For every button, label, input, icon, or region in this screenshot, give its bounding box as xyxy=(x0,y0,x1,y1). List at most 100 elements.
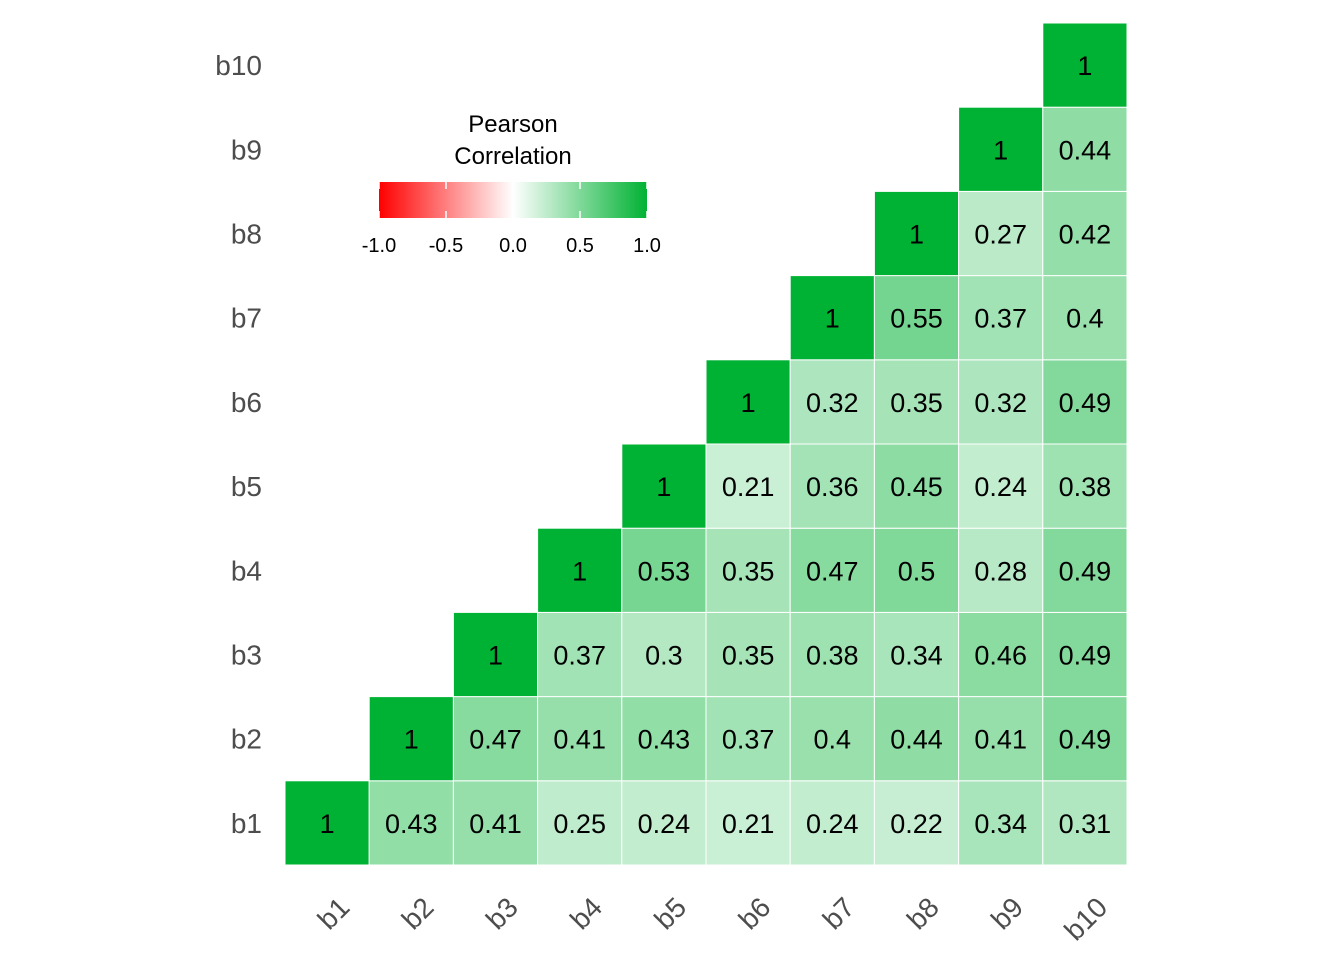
cell-value-label-b10-b9: 0.44 xyxy=(1059,135,1112,165)
heatmap-cell-b10-b9 xyxy=(1042,106,1128,192)
heatmap-cell-b8-b7 xyxy=(873,275,960,361)
heatmap-cell-b4-b4 xyxy=(537,527,623,613)
heatmap-cell-b7-b2 xyxy=(789,696,875,782)
heatmap-cell-b8-b8 xyxy=(873,190,960,277)
cell-value-label-b10-b8: 0.42 xyxy=(1059,220,1112,250)
legend-tick-label-2: 0.0 xyxy=(499,235,527,257)
cell-value-label-b8-b8: 1 xyxy=(909,220,924,250)
cell-value-label-b9-b1: 0.34 xyxy=(974,809,1027,839)
cell-value-label-b4-b1: 0.25 xyxy=(553,809,606,839)
cell-value-label-b8-b6: 0.35 xyxy=(890,388,943,418)
heatmap-cell-b9-b4 xyxy=(958,527,1044,613)
legend-tick-label-1: -0.5 xyxy=(429,235,463,257)
legend-tick-label-3: 0.5 xyxy=(566,235,594,257)
heatmap-cell-b10-b5 xyxy=(1042,443,1128,529)
cell-value-label-b8-b4: 0.5 xyxy=(898,556,936,586)
y-tick-label-b2: b2 xyxy=(231,724,262,755)
cell-value-label-b10-b10: 1 xyxy=(1077,51,1092,81)
y-tick-label-b8: b8 xyxy=(231,219,262,250)
x-tick-label-b4: b4 xyxy=(564,891,608,935)
cell-value-label-b3-b2: 0.47 xyxy=(469,725,522,755)
heatmap-cell-b10-b4 xyxy=(1042,527,1128,613)
heatmap-cell-b3-b3 xyxy=(452,611,539,698)
cell-value-label-b9-b2: 0.41 xyxy=(974,725,1027,755)
heatmap-cell-b4-b2 xyxy=(537,696,623,782)
heatmap-cell-b6-b6 xyxy=(705,359,791,445)
heatmap-cell-b9-b2 xyxy=(958,696,1044,782)
cell-value-label-b10-b3: 0.49 xyxy=(1059,641,1112,671)
cell-value-label-b3-b3: 1 xyxy=(488,641,503,671)
cell-value-label-b6-b5: 0.21 xyxy=(722,472,775,502)
y-tick-label-b4: b4 xyxy=(231,555,262,586)
cell-value-label-b1-b1: 1 xyxy=(320,809,335,839)
y-tick-label-b5: b5 xyxy=(231,471,262,502)
heatmap-cell-b2-b2 xyxy=(368,696,454,782)
heatmap-cell-b4-b3 xyxy=(537,611,623,698)
heatmap-cell-b9-b9 xyxy=(958,106,1044,192)
legend-title-line-2: Correlation xyxy=(454,143,571,170)
cell-value-label-b10-b5: 0.38 xyxy=(1059,472,1112,502)
cell-value-label-b7-b6: 0.32 xyxy=(806,388,859,418)
heatmap-cells: 1 0.4310.410.4710.250.410.3710.240.430.30… xyxy=(284,22,1128,866)
heatmap-cell-b10-b2 xyxy=(1042,696,1128,782)
legend-title-line-1: Pearson xyxy=(468,111,557,138)
heatmap-cell-b2-b1 xyxy=(368,780,454,866)
heatmap-cell-b1-b1 xyxy=(284,780,370,866)
cell-value-label-b6-b3: 0.35 xyxy=(722,641,775,671)
heatmap-cell-b3-b1 xyxy=(452,780,539,866)
heatmap-cell-b10-b7 xyxy=(1042,275,1128,361)
heatmap-cell-b6-b3 xyxy=(705,611,791,698)
cell-value-label-b9-b4: 0.28 xyxy=(974,556,1027,586)
heatmap-cell-b5-b3 xyxy=(621,611,707,698)
cell-value-label-b8-b1: 0.22 xyxy=(890,809,943,839)
x-tick-label-b9: b9 xyxy=(985,891,1029,935)
cell-value-label-b6-b6: 1 xyxy=(741,388,756,418)
cell-value-label-b4-b4: 1 xyxy=(572,556,587,586)
cell-value-label-b9-b8: 0.27 xyxy=(974,220,1027,250)
cell-value-label-b7-b1: 0.24 xyxy=(806,809,859,839)
heatmap-cell-b4-b1 xyxy=(537,780,623,866)
cell-value-label-b8-b3: 0.34 xyxy=(890,641,943,671)
cell-value-label-b9-b5: 0.24 xyxy=(974,472,1027,502)
heatmap-cell-b10-b3 xyxy=(1042,611,1128,698)
cell-value-label-b2-b2: 1 xyxy=(404,725,419,755)
cell-value-label-b7-b3: 0.38 xyxy=(806,641,859,671)
cell-value-label-b5-b3: 0.3 xyxy=(645,641,683,671)
x-tick-label-b7: b7 xyxy=(817,891,861,935)
cell-value-label-b4-b2: 0.41 xyxy=(553,725,606,755)
cell-value-label-b5-b4: 0.53 xyxy=(638,556,691,586)
heatmap-cell-b6-b5 xyxy=(705,443,791,529)
heatmap-cell-b10-b1 xyxy=(1042,780,1128,866)
legend-ticks: -1.0 -0.5 0.0 0.5 1.0 xyxy=(362,182,661,257)
x-tick-label-b2: b2 xyxy=(396,891,440,935)
cell-value-label-b9-b7: 0.37 xyxy=(974,304,1027,334)
cell-value-label-b6-b1: 0.21 xyxy=(722,809,775,839)
cell-value-label-b9-b6: 0.32 xyxy=(974,388,1027,418)
cell-value-label-b3-b1: 0.41 xyxy=(469,809,522,839)
legend-tick-label-0: -1.0 xyxy=(362,235,396,257)
cell-value-label-b6-b4: 0.35 xyxy=(722,556,775,586)
heatmap-cell-b6-b2 xyxy=(705,696,791,782)
heatmap-cell-b7-b7 xyxy=(789,275,875,361)
cell-value-label-b10-b7: 0.4 xyxy=(1066,304,1104,334)
heatmap-cell-b8-b6 xyxy=(873,359,960,445)
x-tick-label-b1: b1 xyxy=(312,891,356,935)
cell-value-label-b8-b2: 0.44 xyxy=(890,725,943,755)
cell-value-label-b5-b5: 1 xyxy=(656,472,671,502)
cell-value-label-b10-b1: 0.31 xyxy=(1059,809,1112,839)
heatmap-cell-b6-b1 xyxy=(705,780,791,866)
heatmap-cell-b10-b8 xyxy=(1042,190,1128,277)
y-tick-label-b1: b1 xyxy=(231,808,262,839)
cell-value-label-b4-b3: 0.37 xyxy=(553,641,606,671)
cell-value-label-b7-b5: 0.36 xyxy=(806,472,859,502)
heatmap-cell-b6-b4 xyxy=(705,527,791,613)
cell-value-label-b10-b2: 0.49 xyxy=(1059,725,1112,755)
heatmap-cell-b5-b2 xyxy=(621,696,707,782)
heatmap-cell-b9-b5 xyxy=(958,443,1044,529)
x-tick-label-b5: b5 xyxy=(648,891,692,935)
heatmap-cell-b7-b4 xyxy=(789,527,875,613)
x-tick-label-b3: b3 xyxy=(480,891,524,935)
x-axis-tick-labels: b1 b2 b3 b4 b5 b6 b7 b8 b9 b10 xyxy=(312,891,1114,946)
x-tick-label-b8: b8 xyxy=(901,891,945,935)
heatmap-cell-b10-b10 xyxy=(1042,22,1128,108)
